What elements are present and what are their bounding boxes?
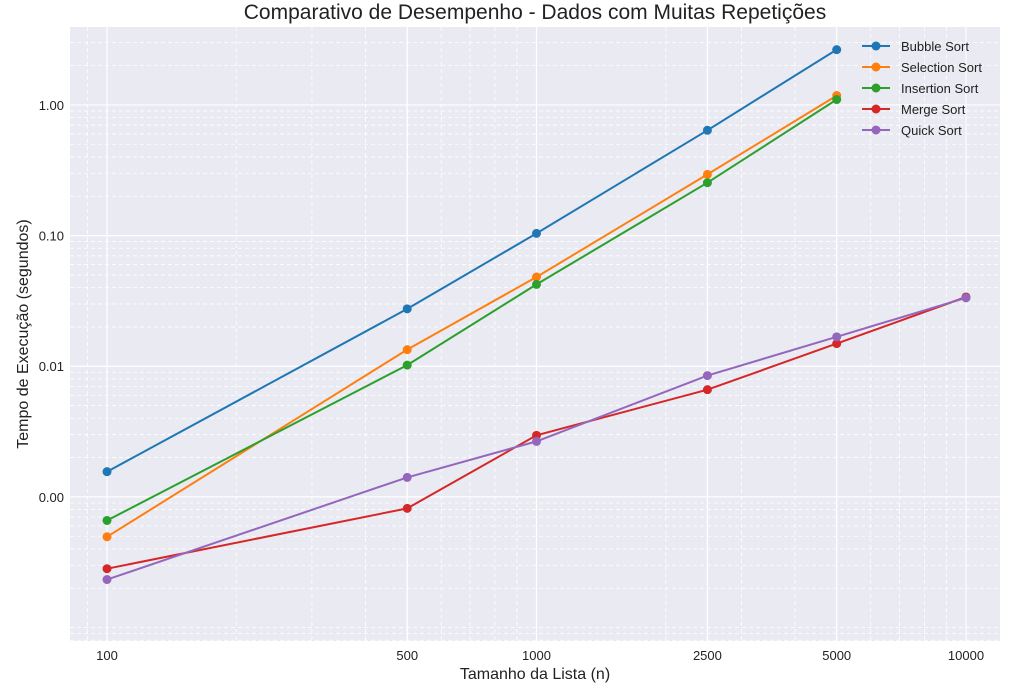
y-axis-label: Tempo de Execução (segundos)	[15, 219, 32, 448]
data-point	[961, 293, 971, 303]
data-point	[402, 345, 412, 355]
legend-label: Quick Sort	[901, 123, 962, 138]
x-tick-label: 5000	[822, 648, 851, 663]
x-tick-label: 100	[96, 648, 118, 663]
legend-item: Merge Sort	[862, 102, 966, 117]
chart-title: Comparativo de Desempenho - Dados com Mu…	[244, 1, 826, 24]
legend-swatch-marker	[871, 83, 881, 93]
legend-label: Insertion Sort	[901, 81, 979, 96]
legend-swatch-marker	[871, 41, 881, 51]
data-point	[402, 472, 412, 482]
legend-item: Insertion Sort	[862, 81, 979, 96]
data-point	[402, 360, 412, 370]
y-tick-label: 0.01	[39, 359, 64, 374]
data-point	[832, 332, 842, 342]
legend-label: Selection Sort	[901, 60, 982, 75]
y-tick-label: 0.00	[39, 490, 64, 505]
y-tick-label: 1.00	[39, 98, 64, 113]
x-tick-label: 2500	[693, 648, 722, 663]
data-point	[702, 178, 712, 188]
data-point	[532, 436, 542, 446]
data-point	[832, 95, 842, 105]
data-point	[102, 564, 112, 574]
legend-item: Selection Sort	[862, 60, 982, 75]
data-point	[702, 125, 712, 135]
data-point	[102, 532, 112, 542]
legend-swatch-marker	[871, 104, 881, 114]
x-tick-label: 1000	[522, 648, 551, 663]
series-line	[106, 296, 967, 581]
series-merge-sort	[102, 292, 971, 574]
data-point	[702, 169, 712, 179]
series-insertion-sort	[102, 95, 842, 525]
x-axis-label: Tamanho da Lista (n)	[460, 666, 610, 683]
data-point	[532, 272, 542, 282]
data-point	[402, 304, 412, 314]
data-point	[702, 385, 712, 395]
legend-item: Bubble Sort	[862, 39, 969, 54]
series-quick-sort	[102, 293, 971, 585]
data-point	[102, 515, 112, 525]
y-tick-label: 0.10	[39, 229, 64, 244]
data-point	[832, 45, 842, 55]
x-tick-label: 500	[396, 648, 418, 663]
x-tick-label: 10000	[948, 648, 984, 663]
legend-swatch-marker	[871, 125, 881, 135]
data-point	[402, 503, 412, 513]
data-point	[102, 467, 112, 477]
legend-label: Merge Sort	[901, 102, 966, 117]
series-bubble-sort	[102, 45, 842, 477]
legend: Bubble Sort Selection Sort Insertion Sort M…	[862, 39, 982, 138]
data-point	[832, 339, 842, 349]
data-point	[102, 575, 112, 585]
data-series	[102, 45, 971, 585]
data-point	[532, 279, 542, 289]
axis-ticks: 100 500 1000 2500 5000 10000 0.00 0.01 0.10 1.00	[39, 98, 984, 663]
legend-swatch-marker	[871, 62, 881, 72]
legend-label: Bubble Sort	[901, 39, 969, 54]
legend-item: Quick Sort	[862, 123, 962, 138]
data-point	[702, 371, 712, 381]
series-line	[106, 296, 967, 570]
data-point	[532, 228, 542, 238]
